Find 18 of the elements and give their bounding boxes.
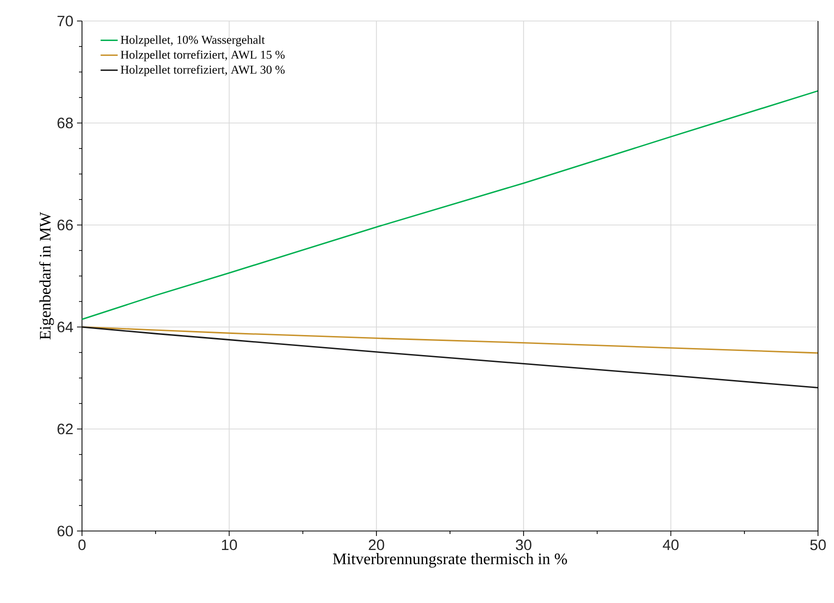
y-tick-label: 70 bbox=[58, 16, 73, 26]
y-tick-label: 64 bbox=[58, 322, 74, 332]
y-tick-label: 66 bbox=[58, 220, 73, 230]
x-tick-label: 50 bbox=[810, 540, 826, 550]
x-tick-label: 10 bbox=[222, 540, 237, 550]
legend-label: Holzpellet, 10% Wassergehalt bbox=[120, 35, 265, 46]
y-axis-title: Eigenbedarf in MW bbox=[39, 212, 54, 340]
legend-label: Holzpellet torrefiziert, AWL 15 % bbox=[120, 50, 285, 62]
y-tick-label: 62 bbox=[58, 424, 73, 434]
x-tick-label: 40 bbox=[662, 540, 679, 550]
x-tick-label: 20 bbox=[368, 540, 384, 550]
x-tick-label: 0 bbox=[78, 540, 86, 550]
x-tick-label: 30 bbox=[516, 540, 532, 550]
y-tick-label: 60 bbox=[58, 526, 73, 536]
x-axis-title: Mitverbrennungsrate thermisch in % bbox=[332, 553, 568, 568]
legend-label: Holzpellet torrefiziert, AWL 30 % bbox=[120, 65, 285, 76]
y-tick-label: 68 bbox=[58, 118, 73, 128]
line-series bbox=[81, 90, 819, 320]
